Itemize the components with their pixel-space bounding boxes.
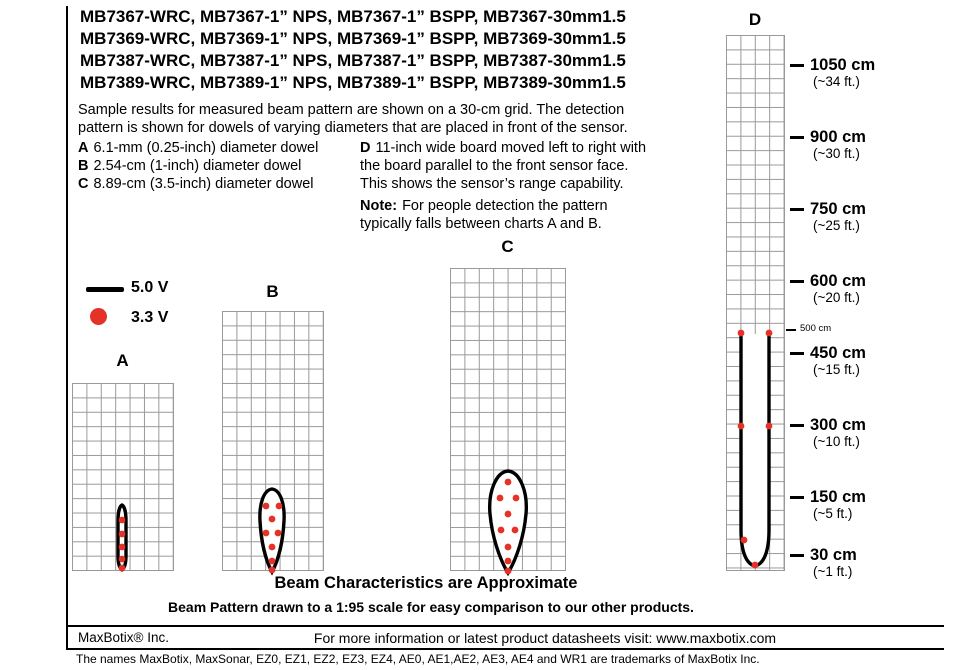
company-name: MaxBotix® Inc.: [78, 630, 169, 645]
scale-tick-1050: [790, 64, 804, 67]
scale-ft: (~5 ft.): [813, 506, 853, 521]
board-item-line: the board parallel to the front sensor f…: [360, 158, 629, 174]
legend-3v3-dot-swatch: [90, 308, 107, 325]
product-title-line: MB7387-WRC, MB7387-1” NPS, MB7387-1” BSP…: [80, 51, 626, 70]
scale-tick-300: [790, 424, 804, 427]
scale-label-450: 450 cm (~15 ft.): [810, 344, 866, 378]
product-title-line: MB7367-WRC, MB7367-1” NPS, MB7367-1” BSP…: [80, 7, 626, 26]
dowel-key: C: [78, 176, 89, 192]
dowel-key: A: [78, 140, 89, 156]
dowel-text: 8.89-cm (3.5-inch) diameter dowel: [93, 176, 314, 192]
note-line: typically falls between charts A and B.: [360, 216, 602, 232]
scale-label-1050: 1050 cm (~34 ft.): [810, 56, 875, 90]
board-key: D: [360, 140, 371, 156]
product-title-block: MB7367-WRC, MB7367-1” NPS, MB7367-1” BSP…: [80, 6, 626, 94]
scale-label-600: 600 cm (~20 ft.): [810, 272, 866, 306]
scale-ft: (~1 ft.): [813, 564, 853, 579]
trademark-notice: The names MaxBotix, MaxSonar, EZ0, EZ1, …: [76, 652, 760, 666]
scale-cm: 150 cm: [810, 488, 866, 506]
footer-divider-bottom: [66, 648, 944, 650]
scale-cm: 450 cm: [810, 344, 866, 362]
scale-ft: (~25 ft.): [813, 218, 860, 233]
board-item-line: D 11-inch wide board moved left to right …: [360, 139, 646, 157]
note-text: For people detection the pattern: [402, 198, 608, 214]
scale-tick-150: [790, 496, 804, 499]
scale-cm: 30 cm: [810, 546, 857, 564]
footer-divider-top: [66, 625, 944, 627]
scale-tick-450: [790, 352, 804, 355]
scale-label-500: 500 cm: [800, 323, 832, 334]
scale-label-30: 30 cm (~1 ft.): [810, 546, 857, 580]
scale-tick-900: [790, 136, 804, 139]
dowel-item-a: A 6.1-mm (0.25-inch) diameter dowel: [78, 139, 318, 157]
description-line: Sample results for measured beam pattern…: [78, 102, 625, 118]
product-title-line: MB7369-WRC, MB7369-1” NPS, MB7369-1” BSP…: [80, 29, 626, 48]
scale-tick-750: [790, 208, 804, 211]
chart-c-grid: [450, 268, 566, 571]
scale-label-150: 150 cm (~5 ft.): [810, 488, 866, 522]
scale-cm: 1050 cm: [810, 56, 876, 74]
legend-5v-line-swatch: [86, 287, 124, 292]
board-text: 11-inch wide board moved left to right w…: [375, 140, 647, 156]
scale-cm: 300 cm: [810, 416, 866, 434]
dowel-legend-list: A 6.1-mm (0.25-inch) diameter dowel B 2.54…: [78, 139, 318, 193]
description-line: pattern is shown for dowels of varying d…: [78, 120, 628, 136]
dowel-text: 2.54-cm (1-inch) diameter dowel: [93, 158, 302, 174]
scale-ft: (~34 ft.): [813, 74, 860, 89]
scale-tick-600: [790, 280, 804, 283]
dowel-key: B: [78, 158, 89, 174]
caption-scale-note: Beam Pattern drawn to a 1:95 scale for e…: [168, 599, 694, 615]
scale-label-300: 300 cm (~10 ft.): [810, 416, 866, 450]
legend-3v3-label: 3.3 V: [131, 309, 169, 326]
dowel-text: 6.1-mm (0.25-inch) diameter dowel: [93, 140, 319, 156]
chart-c-label: C: [501, 237, 514, 256]
legend-5v-label: 5.0 V: [131, 279, 169, 296]
chart-a-grid: [72, 383, 174, 571]
scale-tick-30: [790, 554, 804, 557]
frame-left-border: [66, 6, 68, 650]
scale-ft: (~10 ft.): [813, 434, 860, 449]
note-line: Note: For people detection the pattern: [360, 197, 646, 215]
scale-ft: (~20 ft.): [813, 290, 860, 305]
scale-cm: 900 cm: [810, 128, 866, 146]
chart-d-grid: [726, 35, 785, 571]
chart-a-label: A: [116, 351, 129, 370]
dowel-item-c: C 8.89-cm (3.5-inch) diameter dowel: [78, 175, 318, 193]
scale-cm: 600 cm: [810, 272, 866, 290]
product-title-line: MB7389-WRC, MB7389-1” NPS, MB7389-1” BSP…: [80, 73, 626, 92]
scale-tick-500: [786, 329, 796, 331]
scale-label-750: 750 cm (~25 ft.): [810, 200, 866, 234]
chart-b-grid: [222, 311, 324, 571]
scale-ft: (~30 ft.): [813, 146, 860, 161]
chart-b-label: B: [266, 282, 279, 301]
description-block: Sample results for measured beam pattern…: [78, 101, 628, 137]
board-description-block: D 11-inch wide board moved left to right …: [360, 139, 646, 233]
chart-d-label: D: [748, 10, 762, 29]
scale-cm: 750 cm: [810, 200, 866, 218]
scale-label-900: 900 cm (~30 ft.): [810, 128, 866, 162]
note-key: Note:: [360, 198, 398, 214]
board-item-line: This shows the sensor’s range capability…: [360, 176, 624, 192]
dowel-item-b: B 2.54-cm (1-inch) diameter dowel: [78, 157, 318, 175]
scale-ft: (~15 ft.): [813, 362, 860, 377]
footer-visit-text: For more information or latest product d…: [313, 630, 777, 646]
caption-heading: Beam Characteristics are Approximate: [274, 574, 578, 592]
